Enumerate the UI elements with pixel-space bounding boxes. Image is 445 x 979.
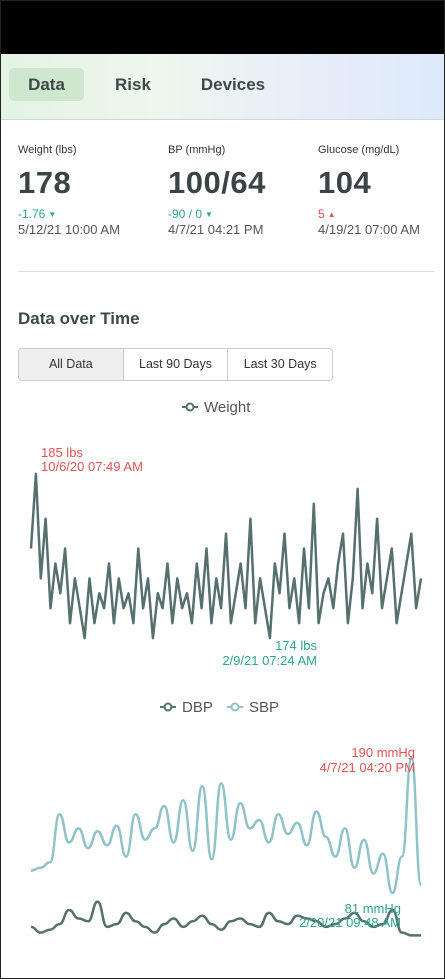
- weight-min-value: 174 lbs: [275, 638, 317, 653]
- legend-sbp-marker: [230, 702, 240, 712]
- legend-weight: Weight: [182, 399, 251, 416]
- tab-bar: Data Risk Devices: [1, 54, 444, 120]
- metric-time: 4/7/21 04:21 PM: [168, 222, 264, 237]
- range-last-90-days[interactable]: Last 90 Days: [124, 349, 229, 380]
- metric-value: 104: [318, 165, 372, 200]
- weight-max-time: 10/6/20 07:49 AM: [41, 459, 143, 474]
- legend-sbp: SBP: [227, 699, 279, 716]
- bp-min-time: 2/20/21 09:48 AM: [299, 915, 401, 930]
- section-title: Data over Time: [18, 309, 140, 328]
- weight-series-line: [29, 472, 423, 640]
- metric-value: 100/64: [168, 165, 266, 200]
- bp-chart: DBP SBP 190 mmHg 4/7/21 04:20 PM 81 mmHg…: [30, 699, 423, 937]
- sbp-series-line: [30, 756, 423, 895]
- divider: [18, 271, 434, 272]
- range-all-data[interactable]: All Data: [19, 349, 124, 380]
- weight-max-value: 185 lbs: [41, 445, 83, 460]
- metric-weight: Weight (lbs) 178 -1.76 ▼ 5/12/21 10:00 AM: [18, 144, 158, 237]
- dbp-series-line: [30, 900, 421, 937]
- metric-bp: BP (mmHg) 100/64 -90 / 0 ▼ 4/7/21 04:21 P…: [168, 144, 308, 237]
- legend-dbp-marker: [163, 702, 173, 712]
- legend-dbp: DBP: [160, 699, 213, 716]
- bp-max-value: 190 mmHg: [351, 745, 415, 760]
- metric-delta: -1.76 ▼: [18, 207, 57, 221]
- bp-min-value: 81 mmHg: [345, 901, 401, 916]
- metric-delta: -90 / 0 ▼: [168, 207, 213, 221]
- legend-weight-label: Weight: [204, 399, 251, 416]
- metric-label: Glucose (mg/dL): [318, 144, 400, 156]
- caret-down-icon: ▼: [205, 210, 213, 219]
- metric-time: 5/12/21 10:00 AM: [18, 222, 120, 237]
- metric-label: Weight (lbs): [18, 144, 77, 156]
- range-selector: All Data Last 90 Days Last 30 Days: [18, 348, 333, 381]
- legend-dbp-label: DBP: [182, 699, 213, 716]
- tab-risk[interactable]: Risk: [115, 75, 151, 94]
- weight-min-time: 2/9/21 07:24 AM: [222, 653, 317, 668]
- caret-up-icon: ▲: [327, 210, 336, 219]
- tab-data[interactable]: Data: [9, 68, 84, 101]
- weight-chart: Weight 185 lbs 10/6/20 07:49 AM 174 lbs …: [29, 399, 423, 668]
- metric-glucose: Glucose (mg/dL) 104 5 ▲ 4/19/21 07:00 AM: [318, 144, 444, 237]
- legend-weight-marker: [185, 402, 195, 412]
- metric-label: BP (mmHg): [168, 144, 226, 156]
- caret-down-icon: ▼: [48, 210, 57, 219]
- legend-sbp-label: SBP: [249, 699, 279, 716]
- metric-value: 178: [18, 165, 72, 200]
- bp-max-time: 4/7/21 04:20 PM: [320, 760, 415, 775]
- status-bar: [1, 1, 444, 54]
- metric-delta: 5 ▲: [318, 207, 336, 221]
- metric-time: 4/19/21 07:00 AM: [318, 222, 420, 237]
- tab-devices[interactable]: Devices: [200, 75, 266, 94]
- range-last-30-days[interactable]: Last 30 Days: [243, 357, 317, 371]
